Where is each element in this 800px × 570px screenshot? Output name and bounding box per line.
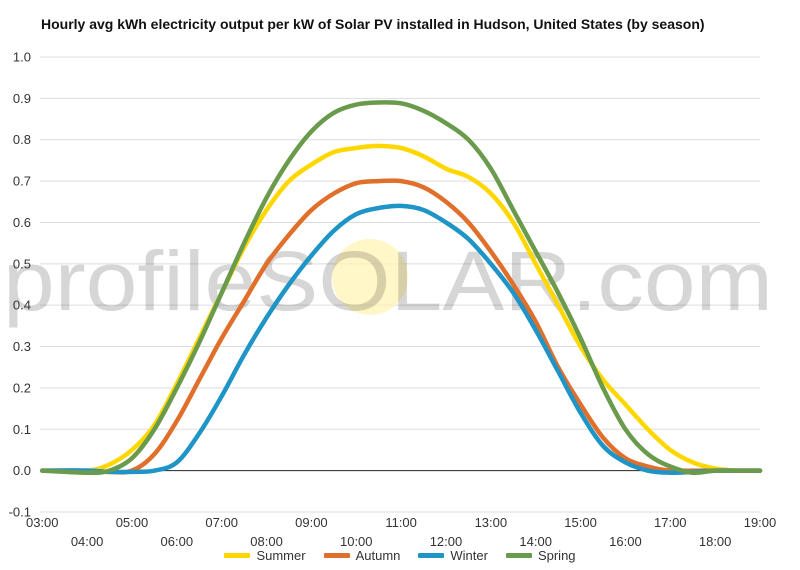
x-tick-label: 19:00 — [744, 515, 777, 530]
watermark: profileSOLAR.com — [3, 234, 773, 328]
y-tick-label: 0.2 — [13, 380, 31, 395]
x-tick-label: 17:00 — [654, 515, 687, 530]
watermark-text: profileSOLAR.com — [3, 234, 773, 328]
y-tick-label: 0.4 — [13, 298, 31, 313]
x-tick-label: 09:00 — [295, 515, 328, 530]
legend-item-autumn: Autumn — [323, 548, 401, 563]
x-tick-label: 14:00 — [519, 534, 552, 549]
x-axis: 03:00 04:00 05:00 06:00 07:00 08:00 09:00 10:00… — [26, 515, 776, 549]
x-tick-label: 05:00 — [116, 515, 149, 530]
legend-item-summer: Summer — [224, 548, 306, 563]
legend-swatch-summer — [224, 553, 251, 558]
x-tick-label: 10:00 — [340, 534, 373, 549]
series-line-spring — [39, 100, 763, 476]
y-tick-label: 0.6 — [13, 215, 31, 230]
x-tick-label: 04:00 — [71, 534, 104, 549]
x-tick-label: 18:00 — [699, 534, 732, 549]
legend-swatch-winter — [418, 553, 445, 558]
y-tick-label: 0.9 — [13, 91, 31, 106]
y-tick-label: 1.0 — [13, 50, 31, 65]
series-line-winter — [39, 203, 763, 475]
legend-item-spring: Spring — [505, 548, 576, 563]
y-tick-label: 0.0 — [13, 463, 31, 478]
x-tick-label: 07:00 — [205, 515, 238, 530]
y-axis: 1.0 0.9 0.8 0.7 0.6 0.5 0.4 0.3 0.2 0.1 0.0 -0.1 — [9, 50, 31, 520]
x-tick-label: 06:00 — [161, 534, 194, 549]
legend-label: Autumn — [355, 548, 401, 563]
legend-label: Winter — [450, 548, 488, 563]
x-tick-label: 13:00 — [475, 515, 508, 530]
x-tick-label: 08:00 — [250, 534, 283, 549]
legend-swatch-autumn — [323, 553, 350, 558]
x-tick-label: 12:00 — [430, 534, 463, 549]
series-line-autumn — [39, 178, 763, 475]
legend: Summer Autumn Winter Spring — [0, 548, 800, 563]
x-tick-label: 15:00 — [564, 515, 597, 530]
series-layer — [39, 100, 763, 476]
legend-label: Summer — [256, 548, 306, 563]
x-tick-label: 11:00 — [385, 515, 417, 530]
legend-item-winter: Winter — [418, 548, 488, 563]
y-tick-label: 0.5 — [13, 256, 31, 271]
watermark-sun-icon — [332, 239, 408, 315]
y-tick-label: 0.8 — [13, 132, 31, 147]
chart-title: Hourly avg kWh electricity output per kW… — [41, 16, 705, 32]
y-tick-label: 0.7 — [13, 174, 31, 189]
legend-label: Spring — [537, 548, 576, 563]
x-tick-label: 16:00 — [609, 534, 642, 549]
y-tick-label: 0.3 — [13, 339, 31, 354]
y-tick-label: 0.1 — [13, 422, 31, 437]
y-tick-label: -0.1 — [9, 505, 31, 520]
legend-swatch-spring — [505, 553, 532, 558]
x-tick-label: 03:00 — [26, 515, 59, 530]
